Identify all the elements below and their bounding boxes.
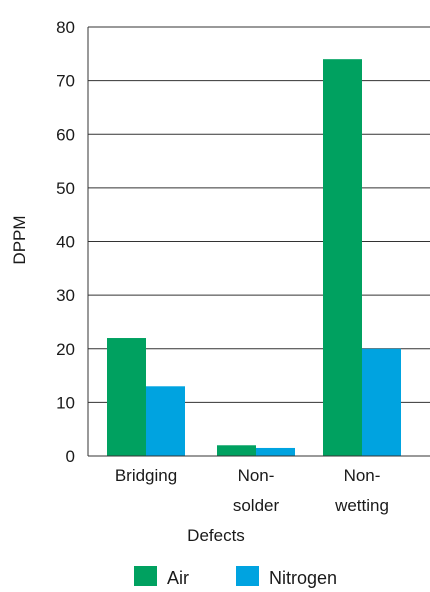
x-tick-label-2-1: wetting bbox=[334, 496, 389, 515]
legend-swatch-air bbox=[134, 566, 157, 586]
y-tick-labels: 0 10 20 30 40 50 60 70 80 bbox=[56, 18, 75, 466]
x-tick-label-1-1: solder bbox=[233, 496, 280, 515]
x-tick-label-0-0: Bridging bbox=[115, 466, 177, 485]
y-tick-label-50: 50 bbox=[56, 179, 75, 198]
legend-swatch-nitrogen bbox=[236, 566, 259, 586]
y-tick-label-20: 20 bbox=[56, 340, 75, 359]
y-axis-title: DPPM bbox=[10, 215, 29, 264]
y-tick-label-0: 0 bbox=[66, 447, 75, 466]
x-tick-labels: Bridging Non-solder Non-wetting bbox=[115, 466, 389, 515]
bar-nitrogen-0 bbox=[146, 386, 185, 456]
y-tick-label-80: 80 bbox=[56, 18, 75, 37]
x-tick-label-2-0: Non- bbox=[344, 466, 381, 485]
legend-label-nitrogen: Nitrogen bbox=[269, 568, 337, 588]
legend-label-air: Air bbox=[167, 568, 189, 588]
bar-nitrogen-2 bbox=[362, 348, 401, 456]
bar-nitrogen-1 bbox=[256, 447, 295, 456]
y-tick-label-40: 40 bbox=[56, 233, 75, 252]
bar-air-1 bbox=[217, 445, 256, 456]
y-tick-label-70: 70 bbox=[56, 72, 75, 91]
x-axis-title: Defects bbox=[187, 526, 245, 545]
bars bbox=[107, 59, 401, 457]
y-tick-label-60: 60 bbox=[56, 125, 75, 144]
x-tick-label-1-0: Non- bbox=[238, 466, 275, 485]
legend: Air Nitrogen bbox=[134, 566, 337, 588]
bar-air-2 bbox=[323, 59, 362, 457]
y-tick-label-10: 10 bbox=[56, 393, 75, 412]
bar-air-0 bbox=[107, 338, 146, 456]
y-tick-label-30: 30 bbox=[56, 286, 75, 305]
